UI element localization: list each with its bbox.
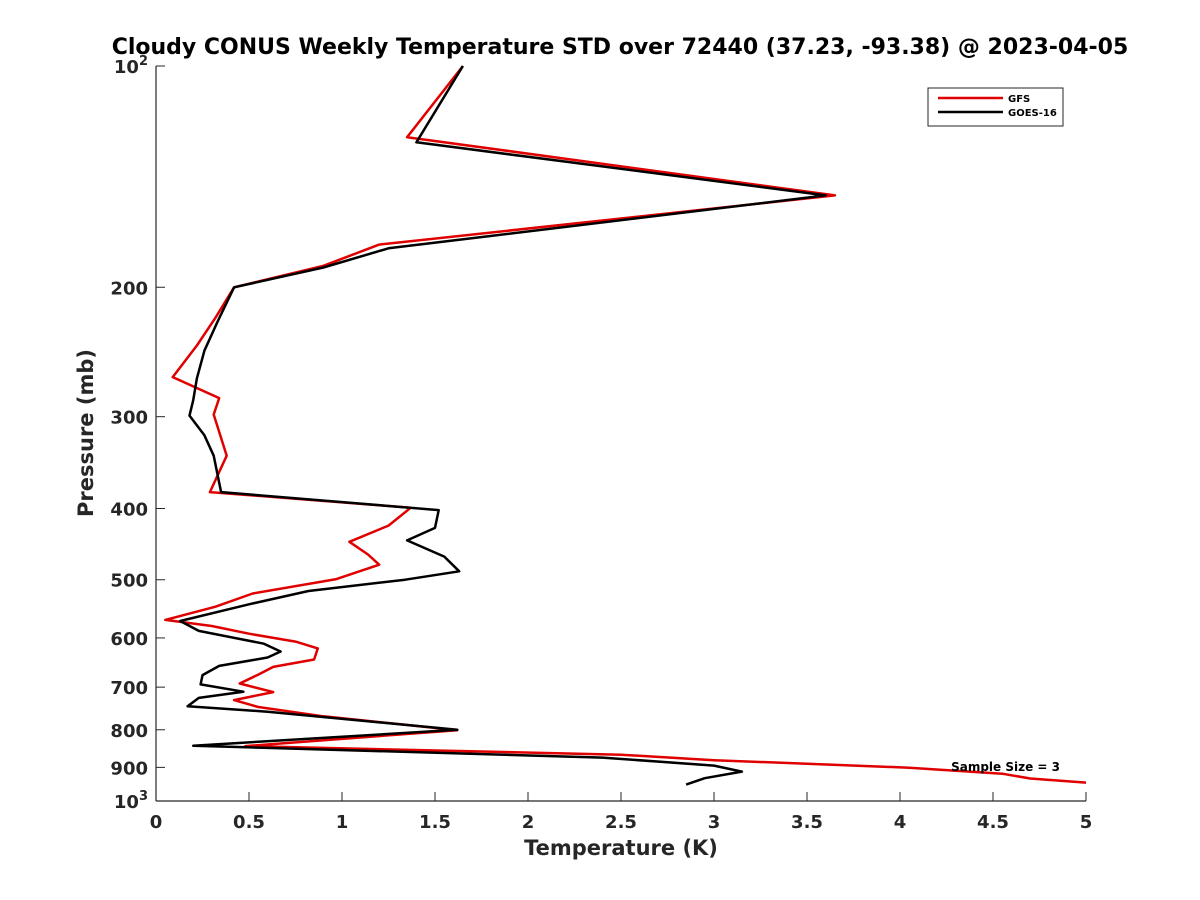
x-tick-label: 5 — [1080, 812, 1093, 833]
y-tick-label: 500 — [110, 571, 148, 592]
legend-entry: GOES-16 — [1008, 108, 1057, 119]
y-tick-label: 400 — [110, 500, 148, 521]
x-tick-label: 1 — [336, 812, 349, 833]
x-tick-label: 3 — [708, 812, 721, 833]
series-line-goes-16 — [178, 65, 827, 786]
y-tick-labels: 102 200 300 400 500 600 700 800 900 103 — [110, 54, 148, 813]
y-tick-label: 103 — [114, 789, 148, 813]
y-tick-label: 800 — [110, 721, 148, 742]
y-axis-label: Pressure (mb) — [74, 349, 98, 517]
series-layer — [164, 65, 1087, 786]
x-tick-label: 2 — [522, 812, 535, 833]
series-line-gfs — [164, 65, 1087, 784]
legend-entry: GFS — [1008, 94, 1030, 105]
y-tick-label: 102 — [114, 54, 148, 78]
sample-size-annotation: Sample Size = 3 — [951, 760, 1060, 774]
x-tick-label: 2.5 — [605, 812, 637, 833]
y-tick-label: 600 — [110, 629, 148, 650]
plot-axes — [155, 65, 1087, 802]
x-tick-label: 0.5 — [233, 812, 265, 833]
x-tick-label: 1.5 — [419, 812, 451, 833]
y-tick-label: 300 — [110, 408, 148, 429]
x-tick-label: 3.5 — [791, 812, 823, 833]
legend: GFS GOES-16 — [927, 87, 1064, 127]
x-tick-labels: 0 0.5 1 1.5 2 2.5 3 3.5 4 4.5 5 — [150, 812, 1093, 833]
x-axis-label: Temperature (K) — [524, 836, 718, 860]
y-tick-label: 700 — [110, 678, 148, 699]
x-tick-label: 0 — [150, 812, 163, 833]
legend-box — [927, 87, 1064, 127]
x-tick-label: 4 — [894, 812, 907, 833]
chart-title: Cloudy CONUS Weekly Temperature STD over… — [112, 35, 1129, 60]
y-tick-label: 200 — [110, 278, 148, 299]
x-tick-label: 4.5 — [977, 812, 1009, 833]
y-tick-label: 900 — [110, 758, 148, 779]
